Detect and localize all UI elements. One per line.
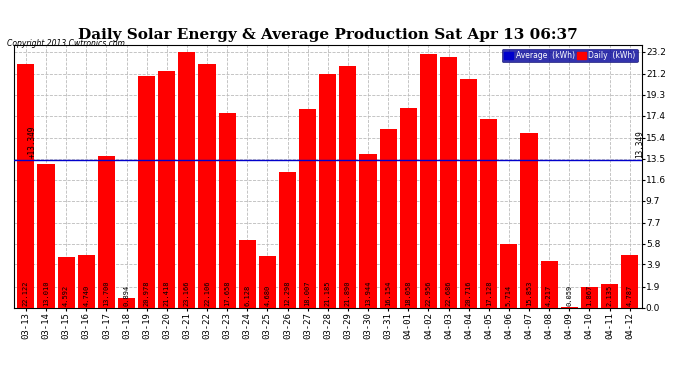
Bar [440,57,457,308]
Bar [138,76,155,308]
Bar [98,156,115,308]
Bar [460,79,477,308]
Bar [420,54,437,307]
Text: 17.128: 17.128 [486,280,492,306]
Text: 22.106: 22.106 [204,280,210,306]
Text: Copyright 2013 Cwtronics.com: Copyright 2013 Cwtronics.com [7,39,125,48]
Text: 1.867: 1.867 [586,285,593,306]
Bar [621,255,638,308]
Bar [239,240,256,308]
Text: +13.349: +13.349 [28,126,37,158]
Bar [118,298,135,307]
Text: 21.185: 21.185 [325,280,331,306]
Text: 22.686: 22.686 [446,280,451,306]
Text: 18.058: 18.058 [405,280,411,306]
Bar [219,113,236,308]
Bar [37,164,55,308]
Text: 4.740: 4.740 [83,285,89,306]
Text: 13.944: 13.944 [365,280,371,306]
Text: 22.122: 22.122 [23,280,29,306]
Bar [78,255,95,308]
Bar [380,129,397,308]
Bar [158,71,175,308]
Bar [601,284,618,308]
Text: 17.658: 17.658 [224,280,230,306]
Bar [561,307,578,308]
Text: 2.135: 2.135 [607,285,613,306]
Text: 13.700: 13.700 [104,280,110,306]
Bar [17,63,34,308]
Text: 13.010: 13.010 [43,280,49,306]
Text: 4.592: 4.592 [63,285,69,306]
Bar [339,66,357,308]
Text: 23.166: 23.166 [184,280,190,306]
Bar [259,256,276,308]
Bar [540,261,558,308]
Bar [400,108,417,307]
Text: 20.978: 20.978 [144,280,150,306]
Bar [500,244,518,308]
Text: 21.890: 21.890 [345,280,351,306]
Text: 6.128: 6.128 [244,285,250,306]
Bar [199,64,215,308]
Text: 4.680: 4.680 [264,285,270,306]
Text: 5.714: 5.714 [506,285,512,306]
Bar [178,52,195,308]
Text: 16.154: 16.154 [385,280,391,306]
Bar [57,257,75,307]
Text: 20.716: 20.716 [466,280,472,306]
Text: 0.894: 0.894 [124,285,130,306]
Bar [581,287,598,308]
Text: 12.298: 12.298 [284,280,290,306]
Text: 4.787: 4.787 [627,285,633,306]
Bar [520,133,538,308]
Text: 13.349: 13.349 [635,130,644,158]
Text: 0.059: 0.059 [566,285,572,306]
Bar [319,74,336,308]
Title: Daily Solar Energy & Average Production Sat Apr 13 06:37: Daily Solar Energy & Average Production … [78,28,578,42]
Text: 18.007: 18.007 [304,280,310,306]
Bar [480,118,497,308]
Legend: Average  (kWh), Daily  (kWh): Average (kWh), Daily (kWh) [502,49,638,62]
Bar [359,154,377,308]
Text: 4.217: 4.217 [546,285,552,306]
Text: 15.853: 15.853 [526,280,532,306]
Bar [279,172,296,308]
Text: 21.418: 21.418 [164,280,170,306]
Text: 22.956: 22.956 [425,280,431,306]
Bar [299,109,316,308]
